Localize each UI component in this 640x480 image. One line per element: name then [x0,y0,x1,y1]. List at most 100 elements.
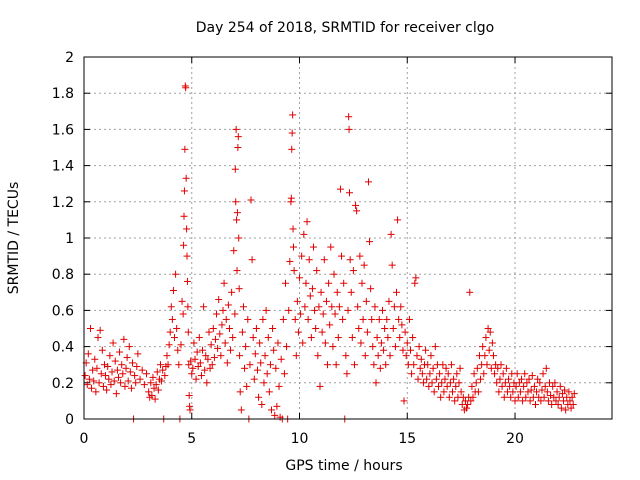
data-point [549,382,557,390]
data-point [206,364,214,372]
data-point [153,368,161,376]
data-point [466,288,474,296]
data-point [199,346,207,354]
data-point [110,377,118,385]
data-point [430,388,438,396]
data-point [106,352,114,360]
data-point [477,375,485,383]
data-point [467,397,475,405]
data-point [286,258,294,266]
data-point [353,207,361,215]
data-point [210,353,218,361]
data-point [439,361,447,369]
data-point [296,274,304,282]
data-point [418,370,426,378]
data-point [493,379,501,387]
grid-lines [84,57,612,419]
data-point [125,343,133,351]
data-point [480,370,488,378]
data-point [374,352,382,360]
data-point [263,370,271,378]
data-point [288,129,296,137]
data-point [481,352,489,360]
data-point [96,326,104,334]
data-point [128,359,136,367]
data-point [197,372,205,380]
data-point [455,379,463,387]
data-point [138,366,146,374]
data-point [88,384,96,392]
data-point [205,328,213,336]
data-point [119,370,127,378]
data-point [427,352,435,360]
data-point [232,125,240,133]
data-point [261,352,269,360]
data-point [432,375,440,383]
data-point [109,339,117,347]
data-point [180,212,188,220]
data-point [495,388,503,396]
data-point [174,346,182,354]
data-point [183,277,191,285]
data-point [346,256,354,264]
data-point [422,346,430,354]
data-point [107,381,115,389]
data-point [171,334,179,342]
data-point [304,315,312,323]
data-point [326,321,334,329]
data-point [289,111,297,119]
data-point [114,373,122,381]
data-point [450,375,458,383]
data-point [513,370,521,378]
data-point [446,379,454,387]
data-point [380,346,388,354]
data-point [330,270,338,278]
data-point [438,379,446,387]
data-point [152,381,160,389]
data-point [95,379,103,387]
data-point [472,379,480,387]
data-point [161,372,169,380]
data-point [166,328,174,336]
data-point [236,388,244,396]
data-point [413,352,421,360]
y-tick-label: 2 [65,50,74,66]
data-point [260,379,268,387]
data-point [333,288,341,296]
data-point [243,382,251,390]
data-point [81,372,89,380]
data-point [292,352,300,360]
data-point [178,297,186,305]
data-point [468,382,476,390]
data-point [399,346,407,354]
data-point [282,279,290,287]
data-point [381,325,389,332]
y-tick-label: 0 [65,412,74,428]
data-point [347,288,355,296]
data-point [237,406,245,414]
data-point [388,261,396,269]
data-point [544,397,552,405]
data-point [396,334,404,342]
data-point [443,382,451,390]
data-point [463,404,471,412]
data-point [451,397,459,405]
chart-title: Day 254 of 2018, SRMTID for receiver clg… [196,20,494,36]
data-point [133,363,141,371]
data-point [499,370,507,378]
data-point [442,364,450,372]
data-point [154,386,162,394]
data-point [556,382,564,390]
data-point [98,346,106,354]
y-tick-label: 1 [65,231,74,247]
data-point [196,359,204,367]
data-point [403,339,411,347]
data-point [307,334,315,342]
data-point [301,303,309,311]
data-point [215,296,223,304]
data-point [501,379,509,387]
data-point [398,321,406,329]
data-point [479,343,487,351]
data-point [182,174,190,182]
data-point [217,352,225,360]
